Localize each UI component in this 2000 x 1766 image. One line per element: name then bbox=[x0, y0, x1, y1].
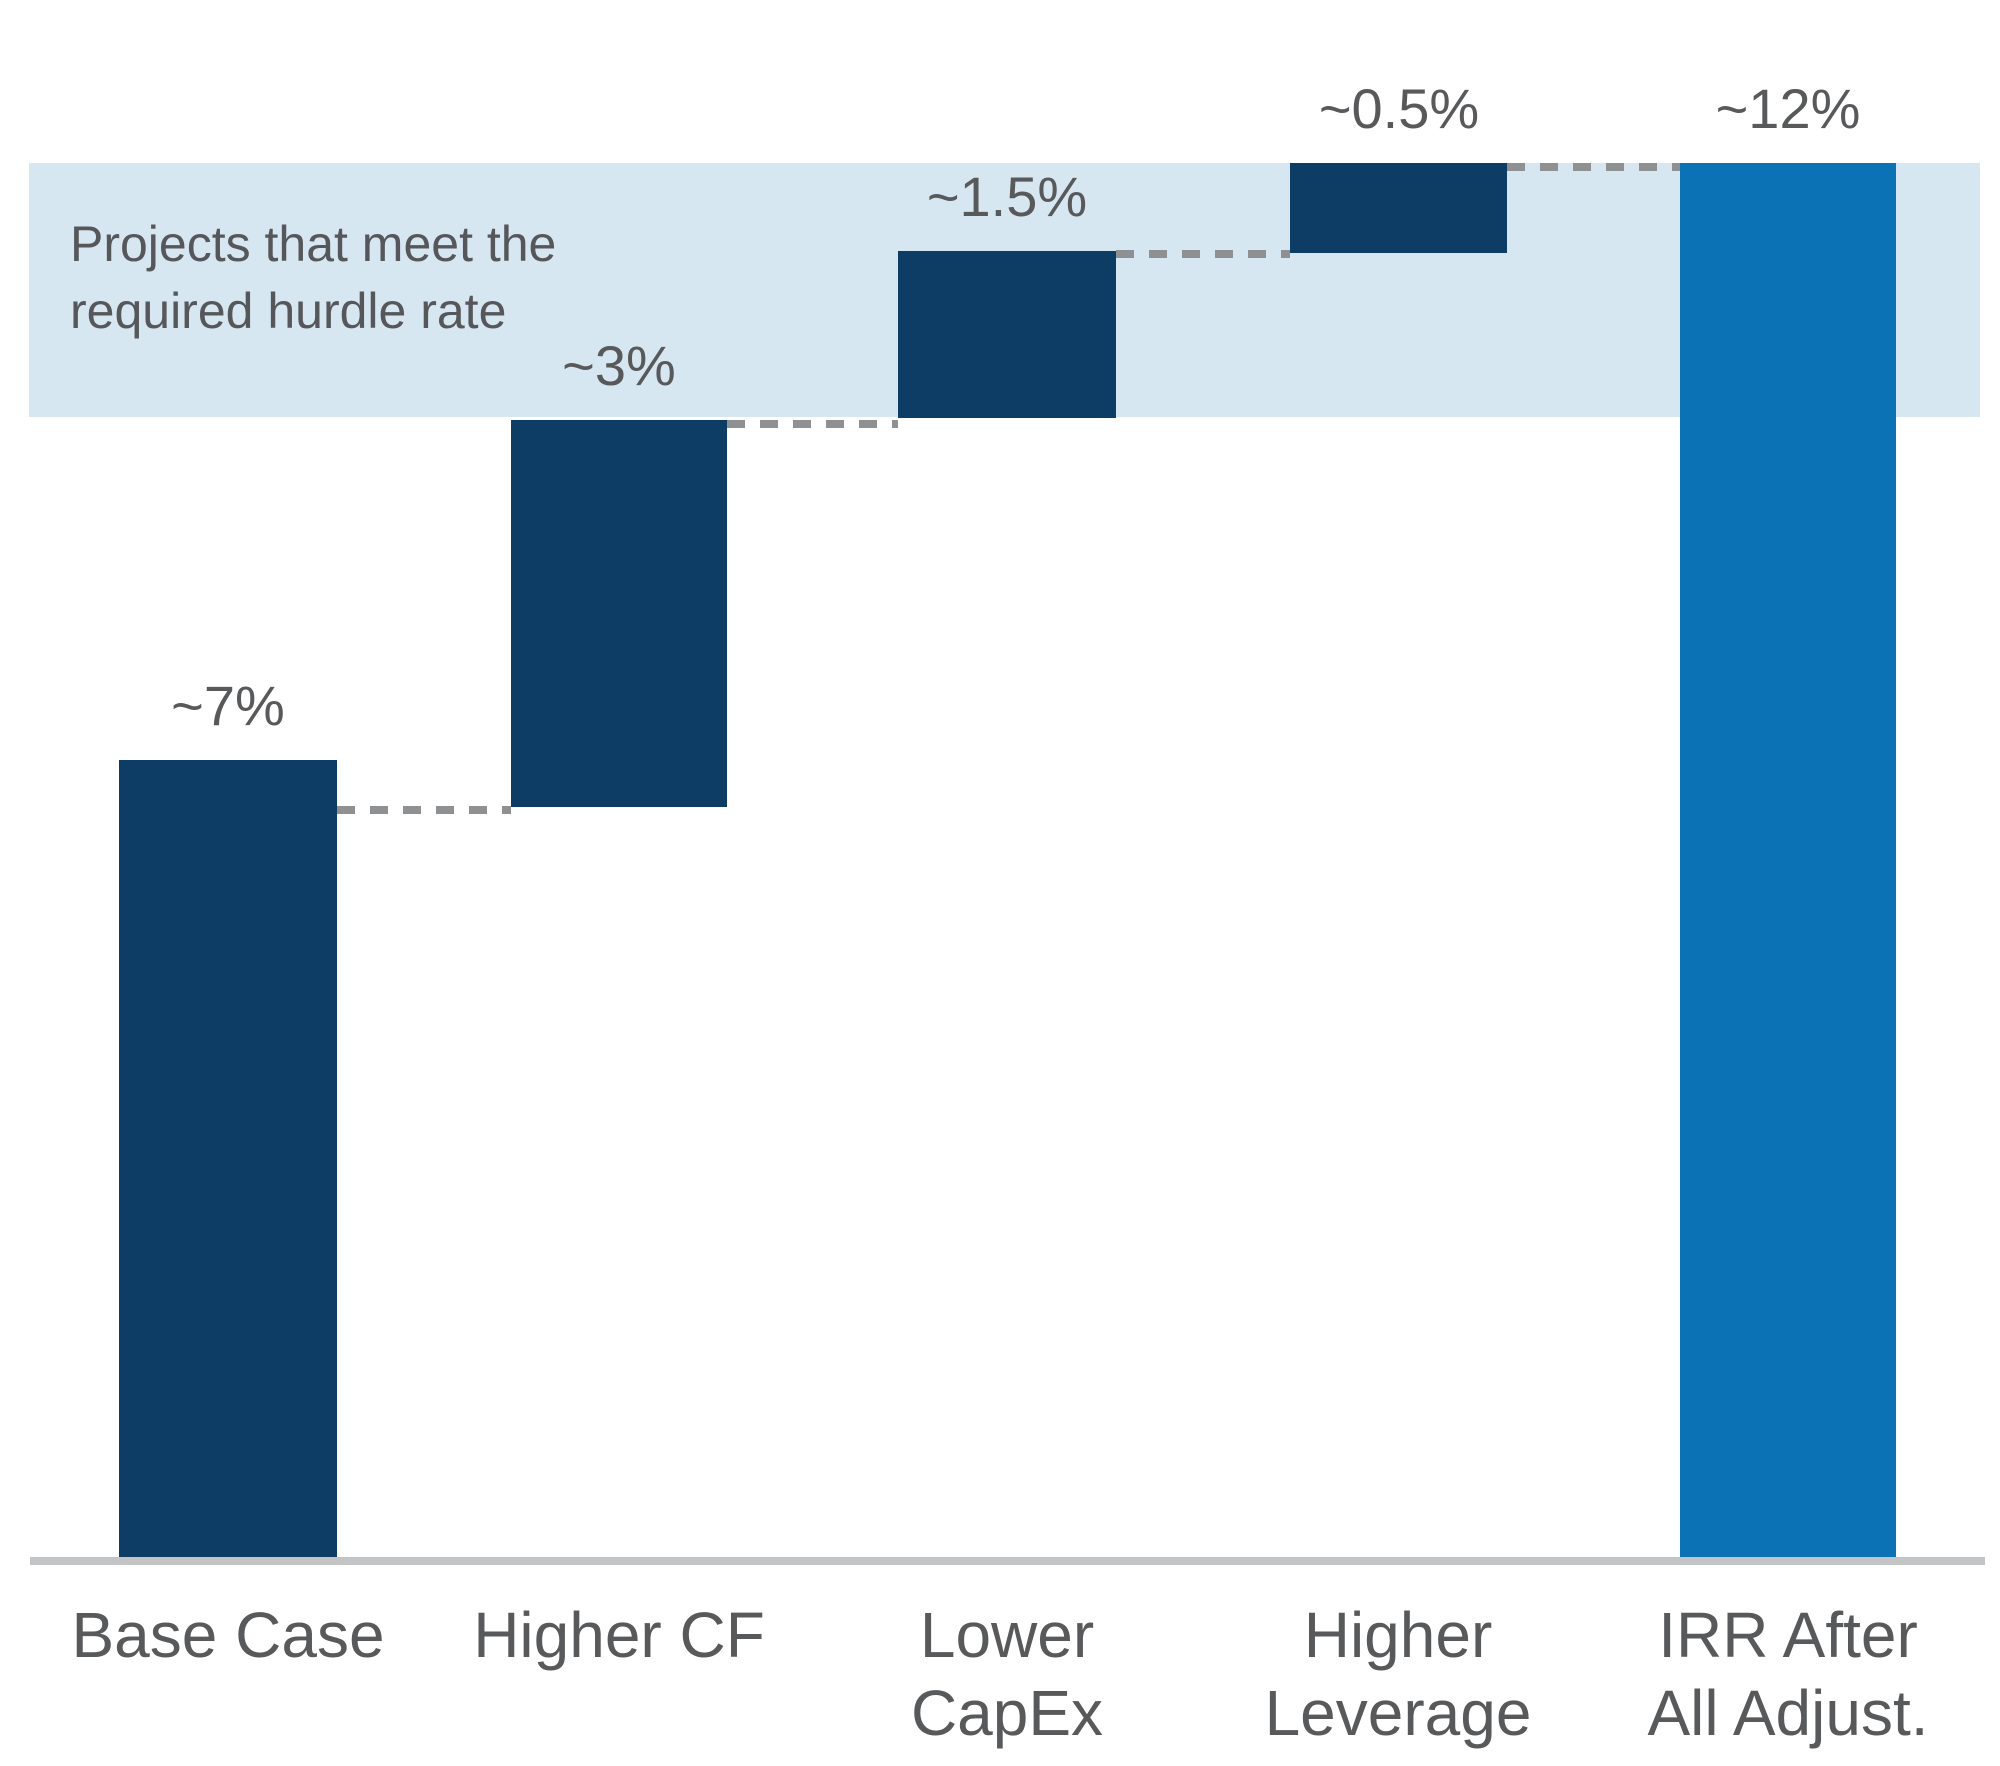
bar-higher-leverage bbox=[1290, 163, 1507, 253]
connector-lower-capex-to-higher-leverage bbox=[1116, 250, 1290, 258]
hurdle-rate-band-label: Projects that meet the required hurdle r… bbox=[70, 216, 557, 339]
bar-higher-cf bbox=[511, 420, 727, 807]
value-label-higher-leverage: ~0.5% bbox=[1318, 77, 1480, 140]
axis-label-base-case: Base Case bbox=[71, 1599, 385, 1671]
value-label-irr-total: ~12% bbox=[1715, 77, 1861, 140]
connector-base-to-higher-cf bbox=[337, 806, 511, 814]
x-axis-baseline bbox=[30, 1557, 1985, 1565]
value-label-higher-cf: ~3% bbox=[562, 334, 676, 397]
value-label-lower-capex: ~1.5% bbox=[926, 165, 1088, 228]
bar-irr-total bbox=[1680, 163, 1896, 1557]
axis-label-higher-leverage: Higher Leverage bbox=[1264, 1599, 1532, 1749]
bar-lower-capex bbox=[898, 251, 1116, 418]
axis-label-lower-capex: Lower CapEx bbox=[910, 1599, 1104, 1749]
connector-higher-cf-to-lower-capex bbox=[727, 420, 898, 428]
bar-base-case bbox=[119, 760, 337, 1557]
axis-label-irr-total: IRR After All Adjust. bbox=[1647, 1599, 1929, 1749]
value-label-base-case: ~7% bbox=[171, 674, 285, 737]
axis-label-higher-cf: Higher CF bbox=[473, 1599, 765, 1671]
connector-higher-leverage-to-irr bbox=[1507, 163, 1680, 171]
